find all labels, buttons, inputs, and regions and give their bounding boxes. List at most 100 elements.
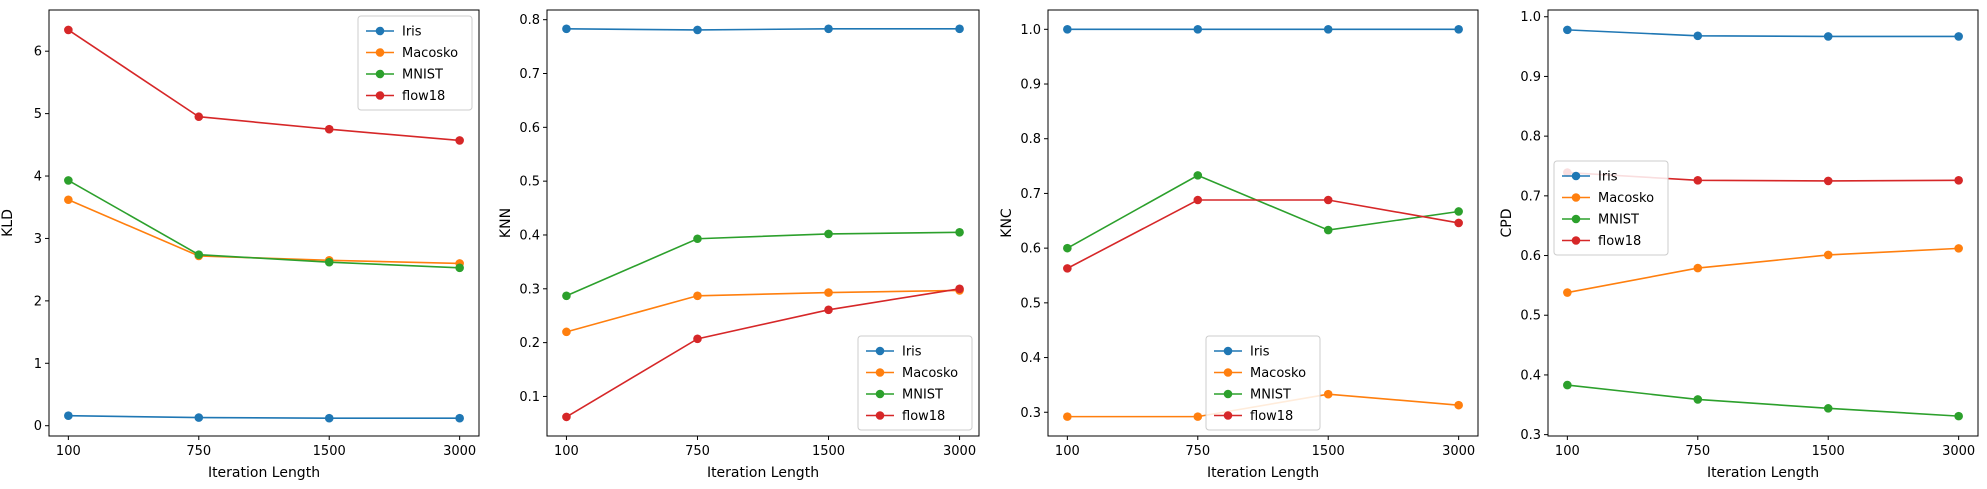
legend-marker [375, 48, 385, 57]
legend-marker [1571, 171, 1581, 181]
data-point-macosko [1063, 412, 1072, 421]
legend-label: Macosko [902, 366, 958, 381]
y-tick-label: 0.3 [1020, 406, 1041, 421]
legend-marker [375, 91, 385, 100]
x-tick-label: 100 [1555, 444, 1580, 459]
y-tick-label: 0.9 [1020, 78, 1041, 93]
chart-panel-2: 0.1 0.2 0.3 0.4 0.5 0.6 0.7 0.8 100 750 1500 3000 It… [498, 9, 980, 481]
y-tick-label: 0.3 [519, 282, 540, 297]
y-tick-label: 0.6 [519, 121, 540, 136]
legend-label: flow18 [402, 89, 445, 104]
data-point-mnist [194, 250, 204, 259]
x-tick-label: 3000 [1942, 444, 1975, 459]
y-tick-label: 1 [34, 357, 42, 372]
plot-frame [1547, 9, 1979, 437]
data-point-mnist [1063, 243, 1072, 253]
series-line-iris [1567, 29, 1959, 38]
y-tick-label: 0.4 [1520, 368, 1541, 383]
chart-panel-4: 0.3 0.4 0.5 0.6 0.7 0.8 0.9 1.0 100 750 1500 3000 It… [1499, 9, 1979, 481]
y-tick-label: 1.0 [1520, 10, 1541, 25]
data-point-flow18 [693, 334, 702, 344]
y-tick-label: 0 [34, 419, 42, 434]
legend-label: MNIST [402, 68, 443, 83]
x-tick-label: 3000 [1442, 444, 1475, 459]
plot-frame [48, 9, 480, 437]
data-point-mnist [1454, 207, 1463, 216]
legend-label: Iris [1250, 345, 1270, 360]
data-point-iris [1823, 32, 1833, 41]
legend-box [857, 335, 973, 431]
x-axis-label: Iteration Length [707, 465, 819, 481]
data-point-flow18 [955, 284, 964, 294]
y-tick-label: 0.3 [1520, 428, 1541, 443]
data-point-flow18 [1693, 176, 1703, 185]
legend-label: Iris [902, 345, 922, 360]
y-tick-label: 0.5 [1020, 296, 1041, 311]
series-line-iris [566, 28, 960, 31]
y-tick-label: 0.8 [519, 13, 540, 28]
legend-box [1205, 335, 1321, 431]
legend-label: MNIST [1250, 388, 1291, 403]
y-tick-label: 0.7 [1020, 187, 1041, 202]
data-point-macosko [1954, 244, 1963, 253]
data-point-flow18 [1823, 176, 1833, 186]
data-point-macosko [1193, 412, 1203, 421]
data-point-iris [1954, 32, 1963, 41]
y-axis-label: KLD [0, 209, 16, 237]
data-point-iris [1193, 25, 1203, 34]
data-point-flow18 [562, 412, 571, 422]
y-tick-label: 0.8 [1520, 130, 1541, 145]
legend-marker [875, 389, 885, 399]
legend-label: Macosko [1598, 191, 1654, 206]
data-point-mnist [1563, 380, 1572, 390]
data-point-iris [1063, 25, 1072, 34]
chart-panel-3: 0.3 0.4 0.5 0.6 0.7 0.8 0.9 1.0 100 750 1500 3000 It… [999, 9, 1479, 481]
data-point-iris [1454, 25, 1463, 34]
data-point-macosko [693, 291, 702, 301]
data-point-iris [194, 413, 204, 422]
legend: Iris Macosko MNIST flow18 [1205, 335, 1321, 431]
legend-marker [875, 411, 885, 420]
data-point-mnist [64, 176, 73, 185]
data-point-mnist [562, 291, 571, 301]
data-point-macosko [64, 195, 73, 205]
data-point-flow18 [1454, 218, 1463, 228]
legend-marker [1223, 411, 1233, 420]
x-axis-label: Iteration Length [208, 465, 320, 481]
data-point-flow18 [1193, 195, 1203, 205]
data-point-mnist [1693, 395, 1703, 404]
data-point-flow18 [194, 112, 204, 122]
data-point-iris [1693, 31, 1703, 41]
series-line-macosko [1567, 247, 1959, 294]
x-tick-label: 1500 [1312, 444, 1345, 459]
legend-label: Iris [402, 25, 422, 40]
y-tick-label: 1.0 [1020, 23, 1041, 38]
y-axis-label: KNC [999, 208, 1015, 238]
data-point-macosko [562, 327, 571, 337]
x-tick-label: 3000 [443, 444, 476, 459]
y-tick-label: 0.4 [519, 228, 540, 243]
series-line-iris [68, 414, 460, 420]
x-tick-label: 750 [186, 444, 211, 459]
y-tick-label: 0.8 [1020, 132, 1041, 147]
data-point-macosko [1693, 263, 1703, 273]
data-point-mnist [324, 257, 334, 267]
data-point-mnist [1823, 404, 1833, 413]
data-point-mnist [1323, 225, 1333, 235]
legend-marker [375, 69, 385, 79]
legend-marker [875, 368, 885, 377]
y-tick-label: 0.5 [519, 175, 540, 190]
y-tick-label: 0.5 [1520, 309, 1541, 324]
x-tick-label: 750 [1185, 444, 1210, 459]
series-line-macosko [566, 289, 960, 333]
legend-marker [1571, 214, 1581, 224]
legend: Iris Macosko MNIST flow18 [1553, 160, 1669, 256]
x-tick-label: 100 [56, 444, 81, 459]
data-point-mnist [1954, 411, 1963, 421]
legend-label: flow18 [1598, 234, 1641, 249]
series-line-mnist [1066, 174, 1459, 249]
data-point-iris [824, 24, 833, 34]
data-point-macosko [1563, 288, 1572, 297]
legend-marker [1223, 346, 1233, 356]
